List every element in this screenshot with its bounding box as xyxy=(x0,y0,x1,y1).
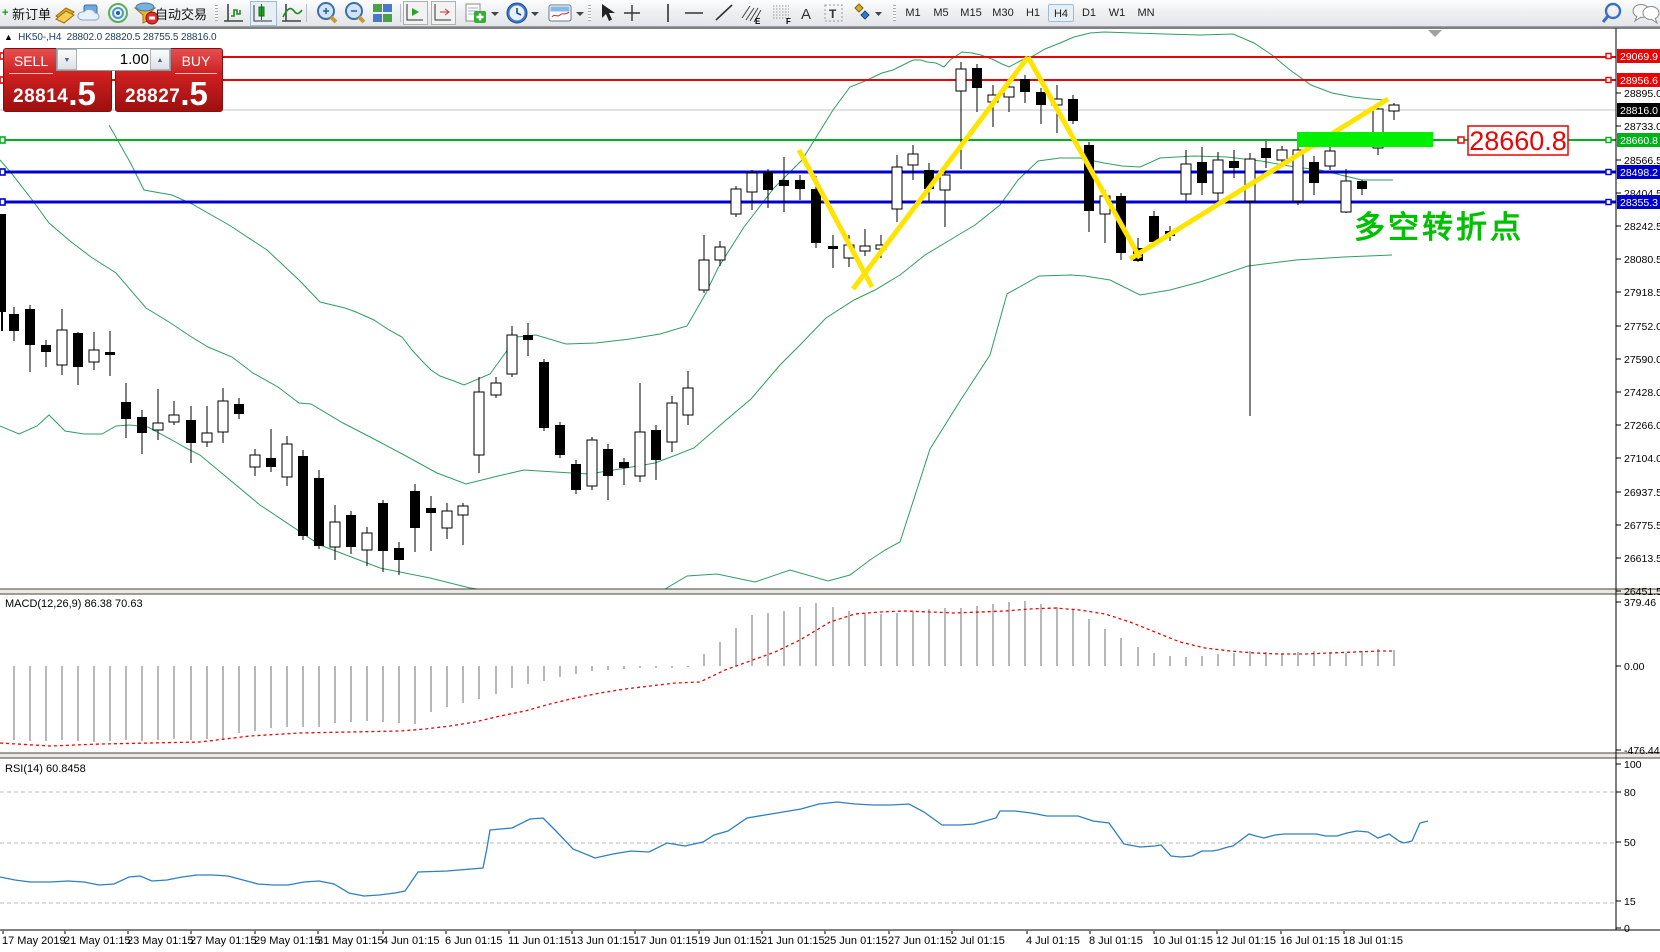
svg-text:12 Jul 01:15: 12 Jul 01:15 xyxy=(1216,935,1276,947)
svg-text:0.00: 0.00 xyxy=(1624,661,1645,673)
svg-text:27104.0: 27104.0 xyxy=(1624,453,1660,465)
svg-text:11 Jun 01:15: 11 Jun 01:15 xyxy=(508,935,571,947)
svg-text:28956.6: 28956.6 xyxy=(1620,75,1658,87)
svg-text:28355.3: 28355.3 xyxy=(1620,197,1658,209)
svg-text:26613.5: 26613.5 xyxy=(1624,553,1660,565)
svg-text:8 Jul 01:15: 8 Jul 01:15 xyxy=(1089,935,1143,947)
svg-text:379.46: 379.46 xyxy=(1624,597,1656,609)
svg-text:27 Jun 01:15: 27 Jun 01:15 xyxy=(888,935,952,947)
svg-text:29069.9: 29069.9 xyxy=(1620,51,1658,63)
svg-text:28660.8: 28660.8 xyxy=(1620,135,1658,147)
svg-text:-476.44: -476.44 xyxy=(1624,745,1660,757)
svg-text:多空转折点: 多空转折点 xyxy=(1354,210,1524,245)
svg-text:27752.0: 27752.0 xyxy=(1624,321,1660,333)
svg-text:MACD(12,26,9) 86.38 70.63: MACD(12,26,9) 86.38 70.63 xyxy=(5,598,143,610)
svg-text:50: 50 xyxy=(1624,837,1636,849)
svg-text:27266.0: 27266.0 xyxy=(1624,420,1660,432)
svg-text:25 Jun 01:15: 25 Jun 01:15 xyxy=(824,935,888,947)
svg-text:18 Jul 01:15: 18 Jul 01:15 xyxy=(1343,935,1403,947)
svg-text:29 May 01:15: 29 May 01:15 xyxy=(254,935,321,947)
svg-text:26937.5: 26937.5 xyxy=(1624,487,1660,499)
svg-text:15: 15 xyxy=(1624,896,1636,908)
svg-text:4 Jul 01:15: 4 Jul 01:15 xyxy=(1026,935,1080,947)
svg-text:28816.0: 28816.0 xyxy=(1620,105,1658,117)
svg-text:T: T xyxy=(829,7,837,21)
svg-text:13 Jun 01:15: 13 Jun 01:15 xyxy=(571,935,635,947)
svg-text:26451.5: 26451.5 xyxy=(1624,586,1660,598)
svg-text:6 Jun 01:15: 6 Jun 01:15 xyxy=(445,935,503,947)
svg-text:RSI(14) 60.8458: RSI(14) 60.8458 xyxy=(5,763,86,775)
svg-text:28242.5: 28242.5 xyxy=(1624,221,1660,233)
svg-text:E: E xyxy=(755,17,761,26)
svg-text:28498.2: 28498.2 xyxy=(1620,167,1658,179)
svg-text:28566.5: 28566.5 xyxy=(1624,155,1660,167)
svg-text:16 Jul 01:15: 16 Jul 01:15 xyxy=(1280,935,1340,947)
svg-text:21 May 01:15: 21 May 01:15 xyxy=(64,935,131,947)
svg-text:17 Jun 01:15: 17 Jun 01:15 xyxy=(634,935,698,947)
svg-text:27 May 01:15: 27 May 01:15 xyxy=(190,935,257,947)
svg-text:27590.0: 27590.0 xyxy=(1624,354,1660,366)
svg-text:2 Jul 01:15: 2 Jul 01:15 xyxy=(951,935,1005,947)
svg-text:28733.0: 28733.0 xyxy=(1624,121,1660,133)
svg-text:27428.0: 27428.0 xyxy=(1624,387,1660,399)
svg-text:0: 0 xyxy=(1624,923,1630,935)
svg-text:26775.5: 26775.5 xyxy=(1624,520,1660,532)
svg-text:F: F xyxy=(786,17,791,26)
svg-text:23 May 01:15: 23 May 01:15 xyxy=(127,935,194,947)
svg-text:31 May 01:15: 31 May 01:15 xyxy=(317,935,384,947)
svg-text:21 Jun 01:15: 21 Jun 01:15 xyxy=(761,935,825,947)
svg-text:100: 100 xyxy=(1624,759,1642,771)
svg-text:27918.5: 27918.5 xyxy=(1624,287,1660,299)
svg-text:28080.5: 28080.5 xyxy=(1624,254,1660,266)
svg-text:10 Jul 01:15: 10 Jul 01:15 xyxy=(1153,935,1213,947)
svg-text:4 Jun 01:15: 4 Jun 01:15 xyxy=(382,935,440,947)
svg-text:28660.8: 28660.8 xyxy=(1469,126,1567,156)
svg-text:A: A xyxy=(801,6,811,23)
svg-text:80: 80 xyxy=(1624,787,1636,799)
svg-text:28895.0: 28895.0 xyxy=(1624,88,1660,100)
svg-text:17 May 2019: 17 May 2019 xyxy=(2,935,66,947)
svg-text:19 Jun 01:15: 19 Jun 01:15 xyxy=(698,935,762,947)
